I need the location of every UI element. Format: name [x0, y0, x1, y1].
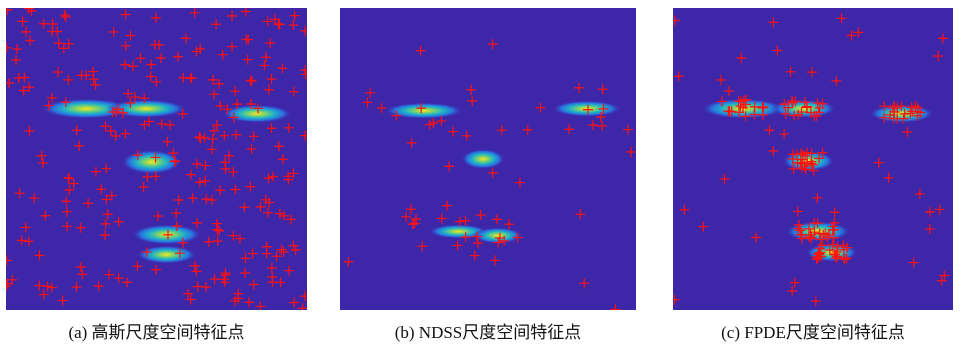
panel: [340, 8, 652, 314]
feature-point: [640, 95, 650, 105]
caption: (b) NDSS尺度空间特征点: [395, 323, 582, 342]
caption: (a) 高斯尺度空间特征点: [68, 323, 244, 342]
caption: (c) FPDE尺度空间特征点: [721, 323, 905, 342]
heat-blob: [552, 101, 621, 117]
figure: (a) 高斯尺度空间特征点 (b) NDSS尺度空间特征点 (c) FPDE尺度空间…: [0, 0, 965, 347]
panel: [670, 8, 953, 310]
heat-blob: [136, 246, 196, 264]
heat-blob: [222, 105, 292, 123]
panel: [1, 3, 311, 313]
feature-point: [642, 101, 652, 111]
heat-blob: [461, 149, 504, 169]
